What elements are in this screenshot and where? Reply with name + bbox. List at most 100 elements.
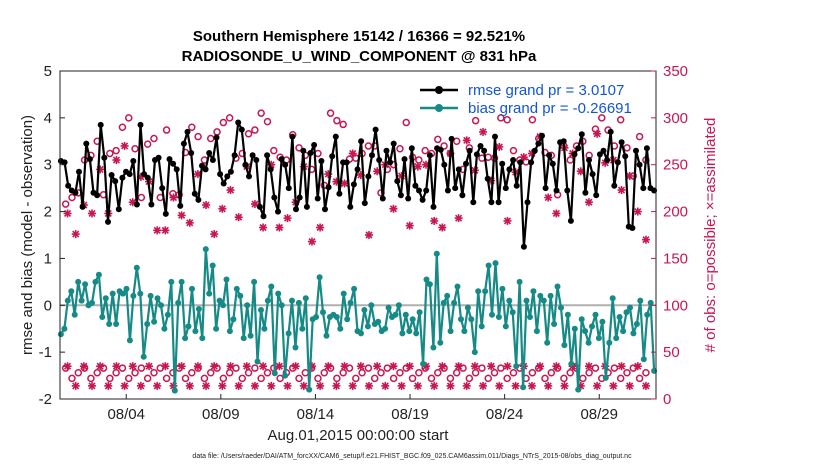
bias-point [185,323,192,330]
rmse-point [246,173,252,180]
obs-possible-point [541,148,549,157]
bias-point [192,328,199,335]
obs-assimilated-point [120,141,129,150]
rmse-point [539,132,545,139]
rmse-point [426,152,433,159]
obs-assimilated-point [633,207,642,216]
obs-assimilated-low-point [593,381,602,390]
obs-assimilated-low-point [364,381,373,390]
rmse-point [629,225,636,231]
bias-point [578,316,585,323]
chart-title: Southern Hemisphere 15142 / 16366 = 92.5… [193,28,525,45]
bias-point [406,328,413,335]
bias-point [206,290,213,297]
bias-point [444,292,451,299]
rmse-point [170,160,177,167]
bias-point [430,344,437,351]
bias-point [489,311,495,318]
y2-tick-label: 200 [663,204,688,221]
bias-point [251,278,258,285]
rmse-point [535,140,542,147]
obs-possible-point [143,140,152,148]
y2-tick-label: 250 [663,157,688,174]
bias-point [92,278,99,285]
bias-point [209,262,216,269]
obs-possible-low-point [503,374,511,383]
rmse-point [441,161,448,168]
obs-assimilated-point [519,153,528,162]
rmse-point [325,184,332,191]
obs-possible-low-point [137,364,146,372]
obs-possible-low-point [143,374,152,383]
bias-point [130,292,137,299]
obs-possible-point [251,126,259,134]
obs-assimilated-point [250,200,259,209]
obs-assimilated-low-point [495,381,504,390]
bias-point [226,328,233,335]
rmse-point [267,166,274,173]
legend-bias-marker [435,104,443,112]
bias-point [302,295,309,302]
rmse-point [199,162,205,169]
obs-possible-point [124,114,133,122]
obs-possible-low-point [87,374,95,383]
bias-point [568,360,575,367]
obs-assimilated-point [63,209,72,218]
obs-assimilated-low-point [210,362,219,371]
rmse-point [361,200,368,207]
obs-possible-low-point [181,374,190,383]
obs-possible-low-point [225,369,234,377]
bias-point [161,325,168,332]
bias-point [558,304,564,311]
obs-assimilated-low-point [356,362,365,371]
bias-point [175,299,182,306]
plot-frame [59,70,657,400]
obs-possible-point [598,114,606,122]
bias-point [289,297,295,304]
obs-possible-point [566,156,574,164]
bias-point [213,325,220,332]
obs-assimilated-low-point [609,381,618,390]
bias-point [644,311,651,318]
obs-possible-point [219,118,228,127]
obs-possible-point [440,142,448,150]
rmse-point [524,199,531,206]
bias-point [416,309,423,316]
y-tick-label: 3 [44,157,52,174]
obs-possible-point [194,132,202,141]
legend-bias-label: bias grand pr = -0.26691 [468,100,632,117]
bias-point [154,295,161,302]
bias-point [195,306,202,312]
rmse-point [256,203,263,210]
bias-point [237,292,244,299]
rmse-point [180,140,187,147]
obs-possible-point [106,149,114,158]
rmse-point [206,150,213,156]
bias-point [137,290,144,297]
obs-possible-point [635,132,644,141]
obs-assimilated-low-point [316,381,325,390]
obs-possible-low-point [490,369,499,377]
obs-possible-low-point [188,369,196,377]
x-tick-label: 08/29 [580,406,618,423]
bias-point [595,335,602,342]
y-tick-label: -1 [39,344,52,361]
rmse-point [296,194,303,201]
rmse-point [231,152,238,159]
rmse-point [72,189,79,196]
bias-point [544,339,551,346]
rmse-point [452,185,459,192]
bias-point [540,297,547,304]
bias-point [451,299,458,306]
obs-assimilated-point [161,226,170,235]
bias-point [589,323,595,330]
rmse-point [643,145,650,152]
obs-possible-point [434,135,442,144]
obs-possible-low-point [465,374,474,383]
legend-rmse-marker [435,86,443,94]
bias-point [95,271,102,278]
obs-possible-point [326,109,335,117]
obs-possible-low-point [206,369,215,377]
obs-assimilated-low-point [275,362,284,371]
obs-possible-low-point [74,369,83,377]
